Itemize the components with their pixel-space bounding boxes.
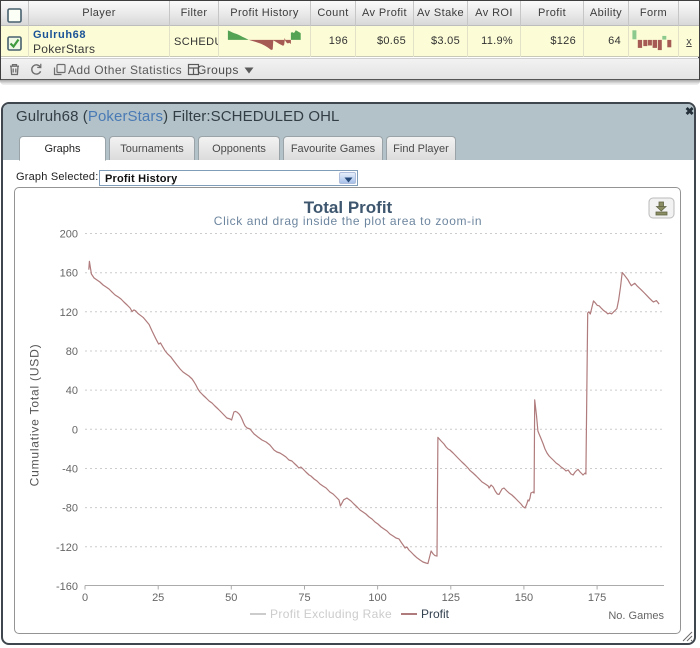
svg-text:No. Games: No. Games — [608, 610, 664, 622]
svg-text:-120: -120 — [56, 542, 78, 554]
svg-text:0: 0 — [72, 424, 78, 436]
svg-text:-80: -80 — [62, 503, 78, 515]
svg-text:Click and drag inside the plot: Click and drag inside the plot area to z… — [214, 214, 482, 228]
svg-text:100: 100 — [368, 592, 386, 604]
svg-text:Total Profit: Total Profit — [304, 198, 393, 217]
svg-text:75: 75 — [298, 592, 310, 604]
svg-text:0: 0 — [82, 592, 88, 604]
svg-text:Profit Excluding Rake: Profit Excluding Rake — [270, 607, 392, 621]
svg-text:175: 175 — [588, 592, 606, 604]
svg-text:-40: -40 — [62, 464, 78, 476]
svg-text:160: 160 — [60, 268, 78, 280]
svg-text:Profit: Profit — [421, 607, 450, 621]
svg-text:120: 120 — [60, 307, 78, 319]
svg-text:150: 150 — [515, 592, 533, 604]
svg-text:Cumulative Total (USD): Cumulative Total (USD) — [28, 344, 42, 487]
svg-text:80: 80 — [66, 346, 78, 358]
svg-text:40: 40 — [66, 385, 78, 397]
svg-text:25: 25 — [152, 592, 164, 604]
svg-text:125: 125 — [442, 592, 460, 604]
svg-text:200: 200 — [60, 229, 78, 241]
svg-text:50: 50 — [225, 592, 237, 604]
svg-text:-160: -160 — [56, 581, 78, 593]
